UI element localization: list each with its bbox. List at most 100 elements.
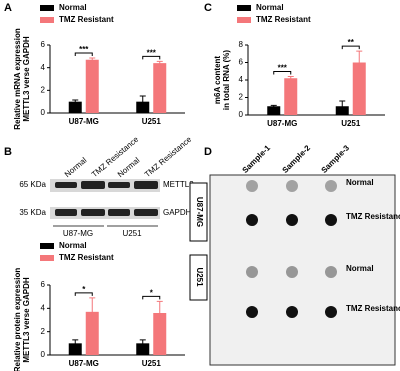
error-bar xyxy=(89,297,96,326)
dot xyxy=(286,214,298,226)
x-tick-label: U251 xyxy=(142,359,162,368)
dot xyxy=(325,214,337,226)
error-bar xyxy=(356,50,363,74)
lane-label: TMZ Resistance xyxy=(143,134,194,179)
significance-label: ** xyxy=(348,38,355,47)
significance-label: *** xyxy=(278,64,288,73)
significance-bracket xyxy=(142,55,161,60)
x-tick-label: U87-MG xyxy=(69,359,99,368)
significance-bracket xyxy=(74,52,93,57)
group-box xyxy=(189,182,208,242)
dot xyxy=(286,180,298,192)
sample-label: Sample-2 xyxy=(281,143,313,175)
error-bar xyxy=(72,339,79,347)
legend-label: TMZ Resistant xyxy=(59,15,114,24)
dot xyxy=(325,180,337,192)
group-box xyxy=(189,254,208,301)
legend-swatch xyxy=(237,5,251,11)
group-label: U87-MG xyxy=(195,197,204,227)
sample-label: Sample-3 xyxy=(320,143,352,175)
significance-bracket xyxy=(74,292,93,296)
group-label: U87-MG xyxy=(63,229,93,238)
x-tick-label: U87-MG xyxy=(267,119,297,128)
significance-label: *** xyxy=(79,45,89,54)
bar xyxy=(153,63,167,113)
legend-label: TMZ Resistant xyxy=(256,15,311,24)
y-axis-label: in total RNA (%) xyxy=(222,50,231,110)
legend-swatch xyxy=(40,255,54,261)
y-axis-label: METTL3 verse GAPDH xyxy=(22,277,31,363)
y-tick-label: 8 xyxy=(239,40,244,49)
lane-label: Normal xyxy=(63,156,89,180)
bar xyxy=(136,343,150,355)
marker-label: 65 KDa xyxy=(19,180,46,189)
bar xyxy=(85,59,99,113)
y-axis-label: Relative protein expression xyxy=(13,268,22,371)
y-tick-label: 6 xyxy=(41,280,46,289)
error-bar xyxy=(139,95,146,108)
y-tick-label: 4 xyxy=(239,75,244,84)
y-tick-label: 2 xyxy=(41,327,46,336)
blot-bands xyxy=(55,181,158,216)
x-tick-label: U251 xyxy=(142,117,162,126)
y-axis-label: Relative mRNA expression xyxy=(13,28,22,130)
significance-label: * xyxy=(150,288,154,297)
significance-bracket xyxy=(341,45,360,50)
y-tick-label: 0 xyxy=(41,108,46,117)
protein-label: METTL3 xyxy=(163,180,194,189)
panel-label: D xyxy=(204,146,212,158)
y-tick-label: 4 xyxy=(41,303,46,312)
bar xyxy=(352,62,366,115)
legend-swatch xyxy=(237,17,251,23)
group-label: U251 xyxy=(195,267,204,287)
error-bar xyxy=(89,57,96,62)
y-tick-label: 6 xyxy=(239,58,244,67)
error-bar xyxy=(139,339,146,347)
membrane xyxy=(209,174,396,366)
row-label: Normal xyxy=(346,178,374,187)
significance-label: *** xyxy=(147,49,157,58)
dot xyxy=(325,266,337,278)
error-bar xyxy=(287,76,294,80)
error-bar xyxy=(270,104,277,108)
dot xyxy=(246,306,258,318)
legend-label: TMZ Resistant xyxy=(59,253,114,262)
x-tick-label: U251 xyxy=(341,119,361,128)
dot xyxy=(325,306,337,318)
bar xyxy=(68,343,82,355)
panel-label: A xyxy=(4,2,12,14)
legend-label: Normal xyxy=(59,3,87,12)
error-bar xyxy=(72,99,79,104)
legend-swatch xyxy=(40,243,54,249)
y-tick-label: 2 xyxy=(239,93,244,102)
y-axis-label: m6A content xyxy=(213,56,222,104)
legend-swatch xyxy=(40,5,54,11)
x-tick-label: U87-MG xyxy=(69,117,99,126)
significance-bracket xyxy=(142,295,161,300)
marker-label: 35 KDa xyxy=(19,208,46,217)
bar xyxy=(68,101,82,113)
dot xyxy=(286,266,298,278)
legend-swatch xyxy=(40,17,54,23)
sample-label: Sample-1 xyxy=(241,143,273,175)
bar xyxy=(85,311,99,355)
y-axis-label: METTL3 verse GAPDH xyxy=(22,36,31,122)
y-tick-label: 4 xyxy=(41,63,46,72)
significance-bracket xyxy=(273,71,292,75)
legend-label: Normal xyxy=(256,3,284,12)
dot xyxy=(246,180,258,192)
panel-label: C xyxy=(204,2,212,14)
dot xyxy=(246,266,258,278)
group-label: U251 xyxy=(122,229,142,238)
lane-label: Normal xyxy=(116,156,142,180)
bar xyxy=(284,78,298,115)
row-label: TMZ Resistance xyxy=(346,212,400,221)
y-tick-label: 2 xyxy=(41,85,46,94)
row-label: Normal xyxy=(346,264,374,273)
legend-label: Normal xyxy=(59,241,87,250)
error-bar xyxy=(156,60,163,65)
y-tick-label: 6 xyxy=(41,40,46,49)
dot xyxy=(286,306,298,318)
